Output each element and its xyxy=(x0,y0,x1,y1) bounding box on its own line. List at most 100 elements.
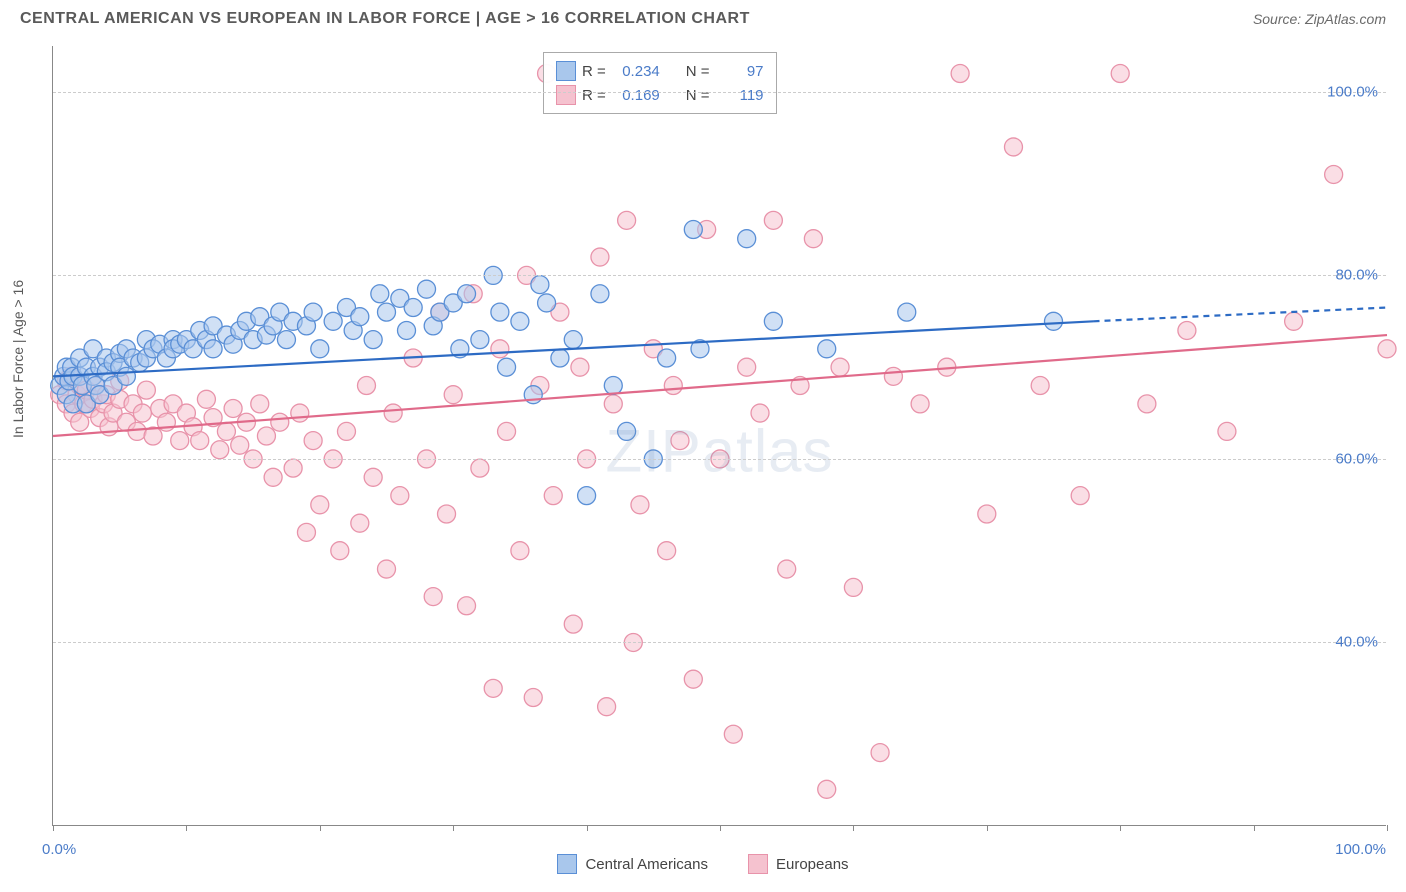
data-point xyxy=(671,432,689,450)
data-point xyxy=(364,468,382,486)
data-point xyxy=(357,377,375,395)
x-tick-mark xyxy=(1387,825,1388,831)
data-point xyxy=(378,560,396,578)
y-axis-label: In Labor Force | Age > 16 xyxy=(10,280,26,438)
data-point xyxy=(618,211,636,229)
data-point xyxy=(171,432,189,450)
scatter-plot-svg xyxy=(53,46,1386,825)
data-point xyxy=(544,487,562,505)
data-point xyxy=(631,496,649,514)
data-point xyxy=(251,395,269,413)
data-point xyxy=(197,390,215,408)
data-point xyxy=(658,349,676,367)
legend-label-central: Central Americans xyxy=(585,856,708,873)
swatch-central xyxy=(556,61,576,81)
data-point xyxy=(257,427,275,445)
legend-label-european: Europeans xyxy=(776,856,849,873)
y-tick-label: 80.0% xyxy=(1335,267,1378,284)
chart-header: CENTRAL AMERICAN VS EUROPEAN IN LABOR FO… xyxy=(0,0,1406,36)
bottom-legend: Central Americans Europeans xyxy=(0,854,1406,874)
stats-row-european: R = 0.169 N = 119 xyxy=(556,83,764,107)
data-point xyxy=(871,744,889,762)
data-point xyxy=(844,578,862,596)
data-point xyxy=(511,312,529,330)
data-point xyxy=(384,404,402,422)
gridline xyxy=(53,92,1386,93)
gridline xyxy=(53,459,1386,460)
stat-n-european: 119 xyxy=(716,87,764,104)
data-point xyxy=(831,358,849,376)
gridline xyxy=(53,642,1386,643)
data-point xyxy=(271,413,289,431)
data-point xyxy=(764,312,782,330)
data-point xyxy=(1004,138,1022,156)
data-point xyxy=(911,395,929,413)
data-point xyxy=(133,404,151,422)
data-point xyxy=(1325,165,1343,183)
data-point xyxy=(1071,487,1089,505)
data-point xyxy=(738,358,756,376)
data-point xyxy=(444,386,462,404)
x-tick-mark xyxy=(853,825,854,831)
data-point xyxy=(724,725,742,743)
data-point xyxy=(591,248,609,266)
data-point xyxy=(191,432,209,450)
x-tick-mark xyxy=(1120,825,1121,831)
data-point xyxy=(491,303,509,321)
data-point xyxy=(1285,312,1303,330)
data-point xyxy=(128,422,146,440)
data-point xyxy=(304,303,322,321)
data-point xyxy=(598,698,616,716)
data-point xyxy=(438,505,456,523)
data-point xyxy=(591,285,609,303)
correlation-stats-box: R = 0.234 N = 97 R = 0.169 N = 119 xyxy=(543,52,777,114)
x-tick-mark xyxy=(453,825,454,831)
data-point xyxy=(978,505,996,523)
x-tick-mark xyxy=(1254,825,1255,831)
data-point xyxy=(291,404,309,422)
data-point xyxy=(371,285,389,303)
data-point xyxy=(491,340,509,358)
data-point xyxy=(424,588,442,606)
data-point xyxy=(564,331,582,349)
data-point xyxy=(458,285,476,303)
stat-r-label: R = xyxy=(582,87,606,104)
data-point xyxy=(778,560,796,578)
data-point xyxy=(618,422,636,440)
data-point xyxy=(664,377,682,395)
data-point xyxy=(484,679,502,697)
data-point xyxy=(804,230,822,248)
x-tick-mark xyxy=(987,825,988,831)
data-point xyxy=(331,542,349,560)
data-point xyxy=(578,487,596,505)
stats-row-central: R = 0.234 N = 97 xyxy=(556,59,764,83)
data-point xyxy=(351,514,369,532)
data-point xyxy=(1218,422,1236,440)
data-point xyxy=(1111,65,1129,83)
data-point xyxy=(211,441,229,459)
data-point xyxy=(531,276,549,294)
trend-line-extrapolated xyxy=(1094,308,1387,322)
data-point xyxy=(538,294,556,312)
data-point xyxy=(1138,395,1156,413)
data-point xyxy=(564,615,582,633)
data-point xyxy=(524,689,542,707)
legend-swatch-central xyxy=(557,854,577,874)
data-point xyxy=(224,399,242,417)
data-point xyxy=(764,211,782,229)
data-point xyxy=(398,321,416,339)
y-tick-label: 100.0% xyxy=(1327,83,1378,100)
x-tick-mark xyxy=(53,825,54,831)
data-point xyxy=(297,523,315,541)
stat-r-label: R = xyxy=(582,63,606,80)
data-point xyxy=(337,422,355,440)
chart-title: CENTRAL AMERICAN VS EUROPEAN IN LABOR FO… xyxy=(20,10,750,28)
data-point xyxy=(418,280,436,298)
data-point xyxy=(404,299,422,317)
chart-plot-area: ZIPatlas R = 0.234 N = 97 R = 0.169 N = … xyxy=(52,46,1386,826)
y-tick-label: 60.0% xyxy=(1335,450,1378,467)
data-point xyxy=(351,308,369,326)
data-point xyxy=(311,496,329,514)
source-attribution: Source: ZipAtlas.com xyxy=(1253,11,1386,27)
swatch-european xyxy=(556,85,576,105)
